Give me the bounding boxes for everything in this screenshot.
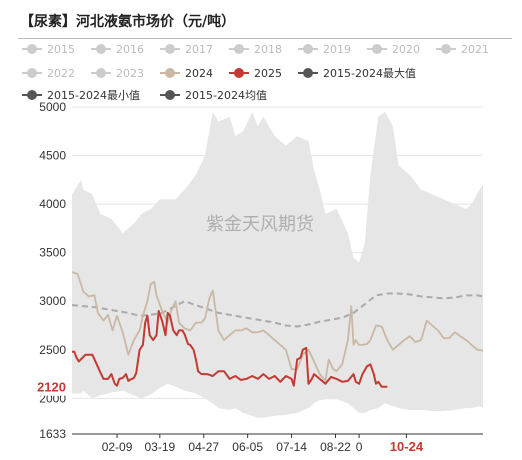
x-tick-label: 06-05 — [232, 440, 263, 454]
legend-label: 2023 — [116, 66, 144, 80]
title-divider — [18, 38, 512, 39]
series-line-avg — [71, 292, 484, 328]
x-tick-label: 02-09 — [102, 440, 133, 454]
y-tick-label: 3000 — [39, 294, 66, 308]
legend-item-2020[interactable]: 2020 — [367, 40, 420, 58]
circle-icon — [229, 43, 249, 55]
y-min-label: 1633 — [39, 427, 66, 441]
x-tick-label: 08-22 — [320, 440, 351, 454]
max-min-band — [72, 111, 483, 418]
circle-icon — [91, 43, 111, 55]
circle-icon — [91, 67, 111, 79]
circle-icon — [160, 43, 180, 55]
last-value-box — [28, 378, 68, 396]
legend-label: 2020 — [392, 42, 420, 56]
y-tick-label: 4000 — [39, 197, 66, 211]
last-value-label: 2120 — [37, 380, 66, 395]
legend-label: 2015-2024最大值 — [323, 67, 416, 80]
legend-label: 2015 — [47, 42, 75, 56]
x-tick-label: 07-14 — [276, 440, 307, 454]
legend-item-2015[interactable]: 2015 — [22, 40, 75, 58]
legend-label: 2015-2024均值 — [185, 89, 267, 102]
circle-icon — [22, 67, 42, 79]
legend-item-2022[interactable]: 2022 — [22, 64, 75, 82]
circle-icon — [298, 43, 318, 55]
circle-icon — [298, 67, 318, 79]
series-line-2025 — [72, 310, 388, 388]
x-tick-label: 04-27 — [188, 440, 219, 454]
legend-item-2018[interactable]: 2018 — [229, 40, 282, 58]
legend-label: 2019 — [323, 42, 351, 56]
legend-label: 2024 — [185, 66, 213, 80]
legend-label: 2017 — [185, 42, 213, 56]
circle-icon — [436, 43, 456, 55]
x-axis-ticks: 02-09 03-19 04-27 06-05 07-14 08-22 0 10-24 — [102, 434, 424, 454]
legend-item-max[interactable]: 2015-2024最大值 — [298, 64, 416, 82]
circle-icon — [22, 89, 42, 101]
legend-item-2017[interactable]: 2017 — [160, 40, 213, 58]
band-area — [72, 111, 483, 418]
legend-label: 2025 — [254, 66, 282, 80]
x-tick-label: 0 — [356, 440, 363, 454]
y-tick-label: 2500 — [39, 343, 66, 357]
circle-icon — [367, 43, 387, 55]
circle-icon — [160, 67, 180, 79]
legend-item-2016[interactable]: 2016 — [91, 40, 144, 58]
circle-icon — [22, 43, 42, 55]
legend-item-2025[interactable]: 2025 — [229, 64, 282, 82]
legend-label: 2015-2024最小值 — [47, 89, 140, 102]
legend-label: 2016 — [116, 42, 144, 56]
chart-title: 【尿素】河北液氨市场价（元/吨） — [20, 14, 236, 30]
legend-item-2024[interactable]: 2024 — [160, 64, 213, 82]
series-lines — [71, 271, 484, 388]
y-tick-label: 4500 — [39, 149, 66, 163]
y-tick-label: 3500 — [39, 246, 66, 260]
legend-item-2019[interactable]: 2019 — [298, 40, 351, 58]
legend-item-min[interactable]: 2015-2024最小值 — [22, 86, 140, 104]
y-tick-label: 5000 — [39, 100, 66, 114]
circle-icon — [229, 67, 249, 79]
watermark: 紫金天风期货 — [206, 214, 314, 235]
legend-label: 2022 — [47, 66, 75, 80]
series-line-2024 — [71, 271, 484, 382]
x-tick-label: 03-19 — [144, 440, 175, 454]
legend-item-2023[interactable]: 2023 — [91, 64, 144, 82]
x-tick-label: 10-24 — [390, 439, 424, 454]
legend-label: 2021 — [461, 42, 489, 56]
legend-label: 2018 — [254, 42, 282, 56]
legend-item-2021[interactable]: 2021 — [436, 40, 489, 58]
circle-icon — [160, 89, 180, 101]
legend-item-avg[interactable]: 2015-2024均值 — [160, 86, 267, 104]
